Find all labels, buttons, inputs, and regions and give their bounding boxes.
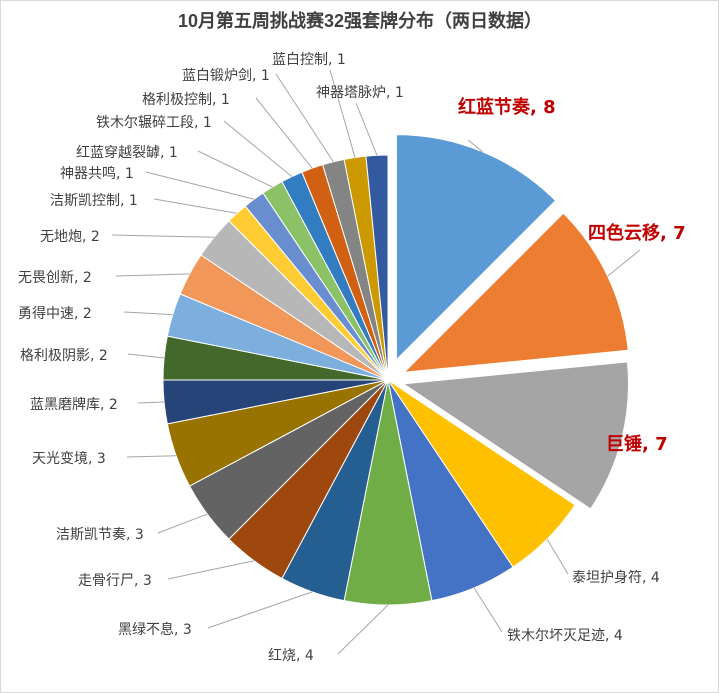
- leader-line: [275, 73, 334, 163]
- leader-line: [126, 455, 177, 458]
- slice-data-label: 蓝白锻炉剑, 1: [182, 68, 270, 84]
- slice-data-label: 洁斯凯节奏, 3: [56, 527, 144, 543]
- slice-data-label: 天光变境, 3: [32, 451, 106, 467]
- slice-data-label: 格利极控制, 1: [142, 92, 230, 108]
- slice-data-label: 铁木尔辗碎工段, 1: [96, 114, 212, 131]
- slice-data-label: 无地炮, 2: [40, 229, 100, 245]
- slice-data-label: 勇得中速, 2: [18, 305, 92, 322]
- leader-line: [607, 249, 641, 277]
- slice-data-label: 神器共鸣, 1: [60, 165, 134, 182]
- leader-line: [145, 171, 255, 200]
- leader-line: [111, 234, 215, 238]
- slice-data-label: 走骨行尸, 3: [78, 573, 152, 589]
- pie-slice: [395, 134, 557, 361]
- leader-line: [167, 560, 255, 580]
- leader-line: [467, 139, 483, 153]
- leader-line: [337, 604, 389, 655]
- leader-line: [137, 401, 165, 404]
- slice-data-label: 红蓝穿越裂罅, 1: [76, 145, 178, 161]
- leader-line: [599, 438, 622, 443]
- slice-data-label: 神器塔脉炉, 1: [316, 85, 404, 101]
- leader-line: [123, 311, 173, 316]
- slice-data-label: 泰坦护身符, 4: [572, 570, 660, 586]
- leader-line: [255, 97, 313, 169]
- leader-line: [473, 587, 503, 633]
- chart-title: 10月第五周挑战赛32强套牌分布（两日数据）: [178, 10, 542, 31]
- slice-data-label: 洁斯凯控制, 1: [50, 193, 138, 209]
- slice-data-label: 巨锤, 7: [606, 433, 668, 455]
- slice-data-label: 黑绿不息, 3: [118, 621, 192, 638]
- leader-line: [153, 198, 237, 214]
- leader-line: [157, 513, 208, 534]
- leader-line: [207, 591, 313, 629]
- leader-line: [127, 353, 165, 359]
- slice-data-label: 无畏创新, 2: [18, 270, 92, 286]
- slice-data-label: 铁木尔坏灭足迹, 4: [507, 628, 623, 644]
- leader-line: [223, 120, 293, 177]
- slice-data-label: 蓝黑磨牌库, 2: [30, 396, 118, 413]
- leader-line: [115, 273, 190, 277]
- leader-line: [197, 150, 273, 188]
- slice-data-label: 红蓝节奏, 8: [458, 96, 556, 118]
- leader-line: [329, 69, 356, 158]
- slice-data-label: 格利极阴影, 2: [20, 348, 108, 364]
- leader-line: [355, 102, 378, 156]
- slice-data-label: 蓝白控制, 1: [272, 52, 346, 68]
- pie-slice: [402, 212, 629, 373]
- leader-line: [546, 538, 569, 575]
- slice-data-label: 四色云移, 7: [588, 222, 686, 244]
- slice-data-label: 红烧, 4: [268, 648, 314, 664]
